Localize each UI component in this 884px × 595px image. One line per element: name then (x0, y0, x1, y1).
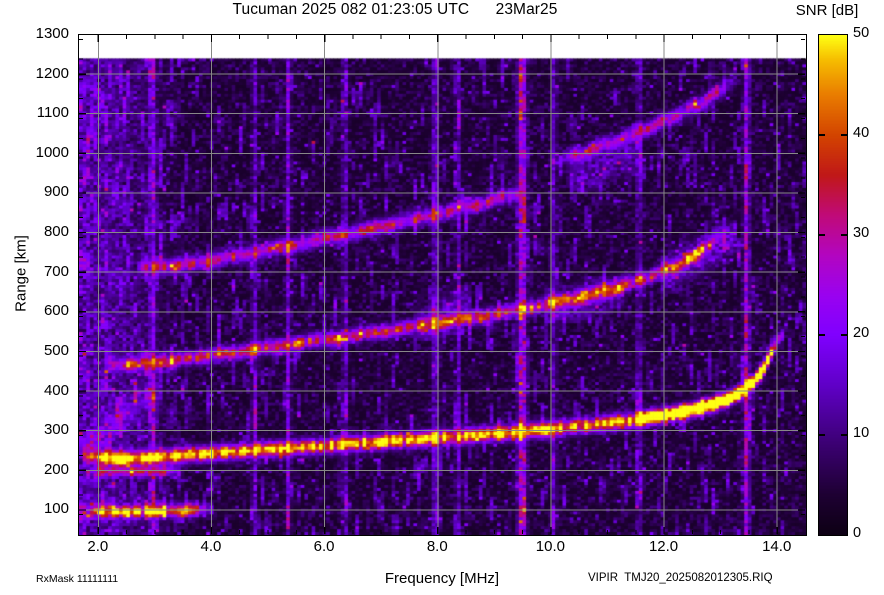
colorbar-tick-label-10: 10 (853, 425, 870, 441)
x-tick-label-4: 4.0 (200, 538, 222, 555)
colorbar[interactable] (818, 34, 848, 536)
colorbar-tick-label-40: 40 (853, 125, 870, 141)
colorbar-tick-label-30: 30 (853, 225, 870, 241)
x-tick-label-8: 8.0 (426, 538, 448, 555)
x-tick-label-2: 2.0 (87, 538, 109, 555)
ionogram-heatmap-canvas[interactable] (79, 35, 806, 535)
y-tick-label-500: 500 (43, 341, 69, 359)
rxmask-label: RxMask 11111111 (36, 573, 119, 585)
y-tick-label-1100: 1100 (36, 104, 69, 122)
x-tick-label-14: 14.0 (762, 538, 792, 555)
ionogram-plot-area[interactable] (78, 34, 807, 536)
colorbar-tick-label-20: 20 (853, 325, 870, 341)
x-tick-label-6: 6.0 (313, 538, 335, 555)
x-tick-label-12: 12.0 (648, 538, 679, 555)
y-tick-label-900: 900 (43, 183, 69, 201)
y-tick-label-1300: 1300 (35, 25, 69, 42)
y-tick-label-1000: 1000 (35, 143, 69, 161)
source-file-label: VIPIR TMJ20_2025082012305.RIQ (588, 572, 773, 584)
x-axis-label: Frequency [MHz] (384, 570, 500, 587)
y-tick-label-700: 700 (43, 262, 69, 280)
y-tick-label-800: 800 (43, 223, 69, 241)
colorbar-tick-label-50: 50 (853, 25, 870, 41)
y-tick-label-600: 600 (43, 302, 69, 320)
y-tick-label-400: 400 (43, 381, 69, 399)
y-tick-label-1200: 1200 (35, 64, 69, 82)
y-tick-label-100: 100 (43, 500, 69, 518)
y-tick-label-200: 200 (43, 460, 69, 478)
colorbar-title: SNR [dB] (795, 2, 859, 19)
colorbar-tick-label-0: 0 (853, 525, 862, 541)
y-tick-label-300: 300 (43, 421, 69, 439)
page-title: Tucuman 2025 082 01:23:05 UTC 23Mar25 (232, 1, 558, 18)
colorbar-gradient (819, 35, 847, 535)
x-tick-label-10: 10.0 (535, 538, 565, 555)
